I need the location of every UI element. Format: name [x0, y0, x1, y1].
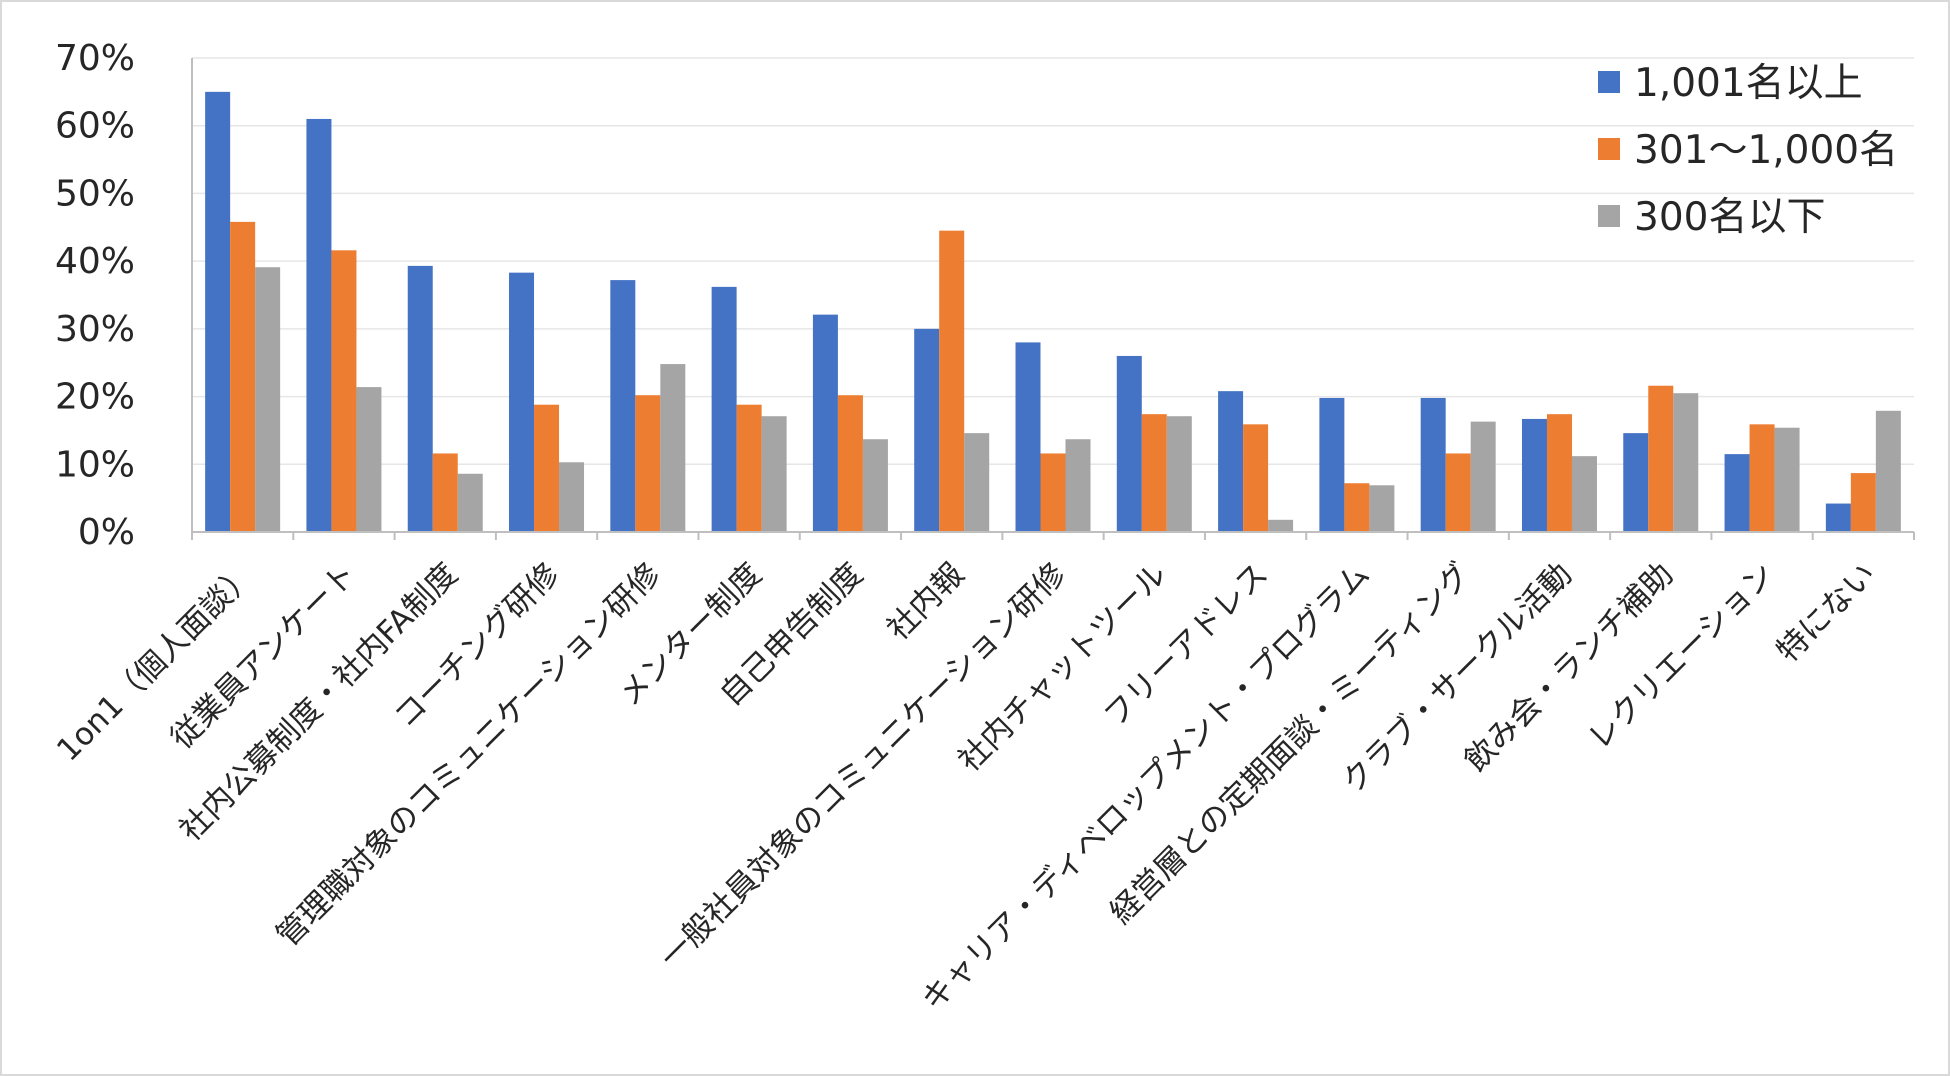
bar-series-2-cat-14: [1546, 414, 1572, 532]
x-tick-label: 1on1（個人面談）: [50, 556, 262, 768]
bar-series-1-cat-4: [509, 272, 535, 532]
y-tick-label: 40%: [55, 241, 135, 282]
bar-series-2-cat-13: [1445, 453, 1471, 532]
bar-series-1-cat-12: [1319, 397, 1345, 532]
x-tick-label: 管理職対象のコミュニケーション研修: [270, 556, 668, 954]
bar-series-2-cat-11: [1243, 424, 1269, 532]
bar-series-1-cat-3: [407, 265, 433, 532]
bar-series-1-cat-14: [1521, 418, 1547, 532]
x-tick-label: レクリエーション: [1581, 556, 1781, 756]
legend-label: 301～1,000名: [1634, 128, 1898, 173]
legend-swatch: [1598, 205, 1620, 227]
bar-series-3-cat-11: [1268, 519, 1294, 532]
bar-series-3-cat-17: [1875, 410, 1901, 532]
bar-series-2-cat-16: [1749, 424, 1775, 532]
legend-swatch: [1598, 138, 1620, 160]
x-tick-label: 社内報: [880, 556, 971, 647]
bar-series-3-cat-7: [862, 439, 888, 532]
bar-series-1-cat-17: [1825, 503, 1851, 532]
bar-series-3-cat-1: [255, 267, 281, 532]
legend-label: 300名以下: [1634, 195, 1825, 240]
bar-series-3-cat-13: [1470, 421, 1496, 532]
bar-series-3-cat-10: [1166, 416, 1192, 532]
bar-series-2-cat-9: [1040, 453, 1066, 532]
y-tick-label: 70%: [55, 38, 135, 79]
bar-series-1-cat-6: [711, 286, 737, 532]
bar-series-3-cat-15: [1673, 393, 1699, 532]
bar-series-2-cat-15: [1648, 385, 1674, 532]
axes: [191, 58, 1915, 540]
bar-series-3-cat-2: [356, 387, 382, 532]
bar-series-3-cat-6: [761, 416, 787, 532]
y-tick-label: 60%: [55, 106, 135, 147]
legend-label: 1,001名以上: [1634, 61, 1863, 106]
bar-series-3-cat-4: [559, 462, 585, 532]
y-tick-label: 30%: [55, 309, 135, 350]
y-tick-label: 0%: [78, 512, 135, 553]
x-tick-label: 従業員アンケート: [164, 556, 364, 756]
bar-series-2-cat-7: [837, 395, 863, 532]
y-tick-label: 20%: [55, 377, 135, 418]
bar-series-1-cat-8: [914, 328, 940, 532]
bar-series-3-cat-12: [1369, 485, 1395, 532]
x-tick-label: 経営層との定期面談・ミーティング: [1103, 556, 1478, 931]
legend-swatch: [1598, 71, 1620, 93]
bar-series-1-cat-5: [610, 280, 636, 532]
bar-series-2-cat-12: [1344, 483, 1370, 532]
bars: [205, 91, 1901, 532]
bar-series-3-cat-8: [964, 433, 990, 532]
bar-series-1-cat-13: [1420, 397, 1446, 532]
bar-series-2-cat-1: [230, 221, 256, 532]
bar-series-1-cat-15: [1623, 433, 1649, 532]
y-tick-label: 10%: [55, 444, 135, 485]
gridlines: [192, 57, 1914, 466]
bar-series-2-cat-6: [736, 404, 762, 532]
bar-series-1-cat-10: [1116, 355, 1142, 532]
y-tick-label: 50%: [55, 173, 135, 214]
bar-series-3-cat-14: [1571, 456, 1597, 532]
bar-series-2-cat-8: [939, 230, 965, 532]
bar-series-3-cat-9: [1065, 439, 1091, 532]
bar-series-1-cat-2: [306, 118, 332, 532]
x-axis-tick-labels: 1on1（個人面談）従業員アンケート社内公募制度・社内FA制度コーチング研修管理…: [50, 556, 1883, 1018]
legend: 1,001名以上 301～1,000名 300名以下: [1598, 61, 1898, 240]
x-tick-label: 特にない: [1770, 556, 1883, 669]
bar-series-1-cat-16: [1724, 454, 1750, 532]
bar-series-2-cat-4: [534, 404, 560, 532]
bar-series-1-cat-1: [205, 91, 231, 532]
bar-series-2-cat-5: [635, 395, 661, 532]
bar-series-1-cat-7: [812, 314, 838, 532]
bar-series-2-cat-10: [1141, 414, 1167, 532]
bar-series-1-cat-11: [1218, 391, 1244, 532]
bar-series-3-cat-5: [660, 364, 686, 532]
bar-series-1-cat-9: [1015, 342, 1041, 532]
bar-series-2-cat-17: [1850, 473, 1876, 532]
bar-series-2-cat-2: [331, 250, 357, 532]
bar-series-2-cat-3: [432, 453, 458, 532]
bar-series-3-cat-16: [1774, 427, 1800, 532]
bar-series-3-cat-3: [457, 473, 483, 532]
y-axis-tick-labels: 0% 10% 20% 30% 40% 50% 60% 70%: [55, 38, 135, 553]
